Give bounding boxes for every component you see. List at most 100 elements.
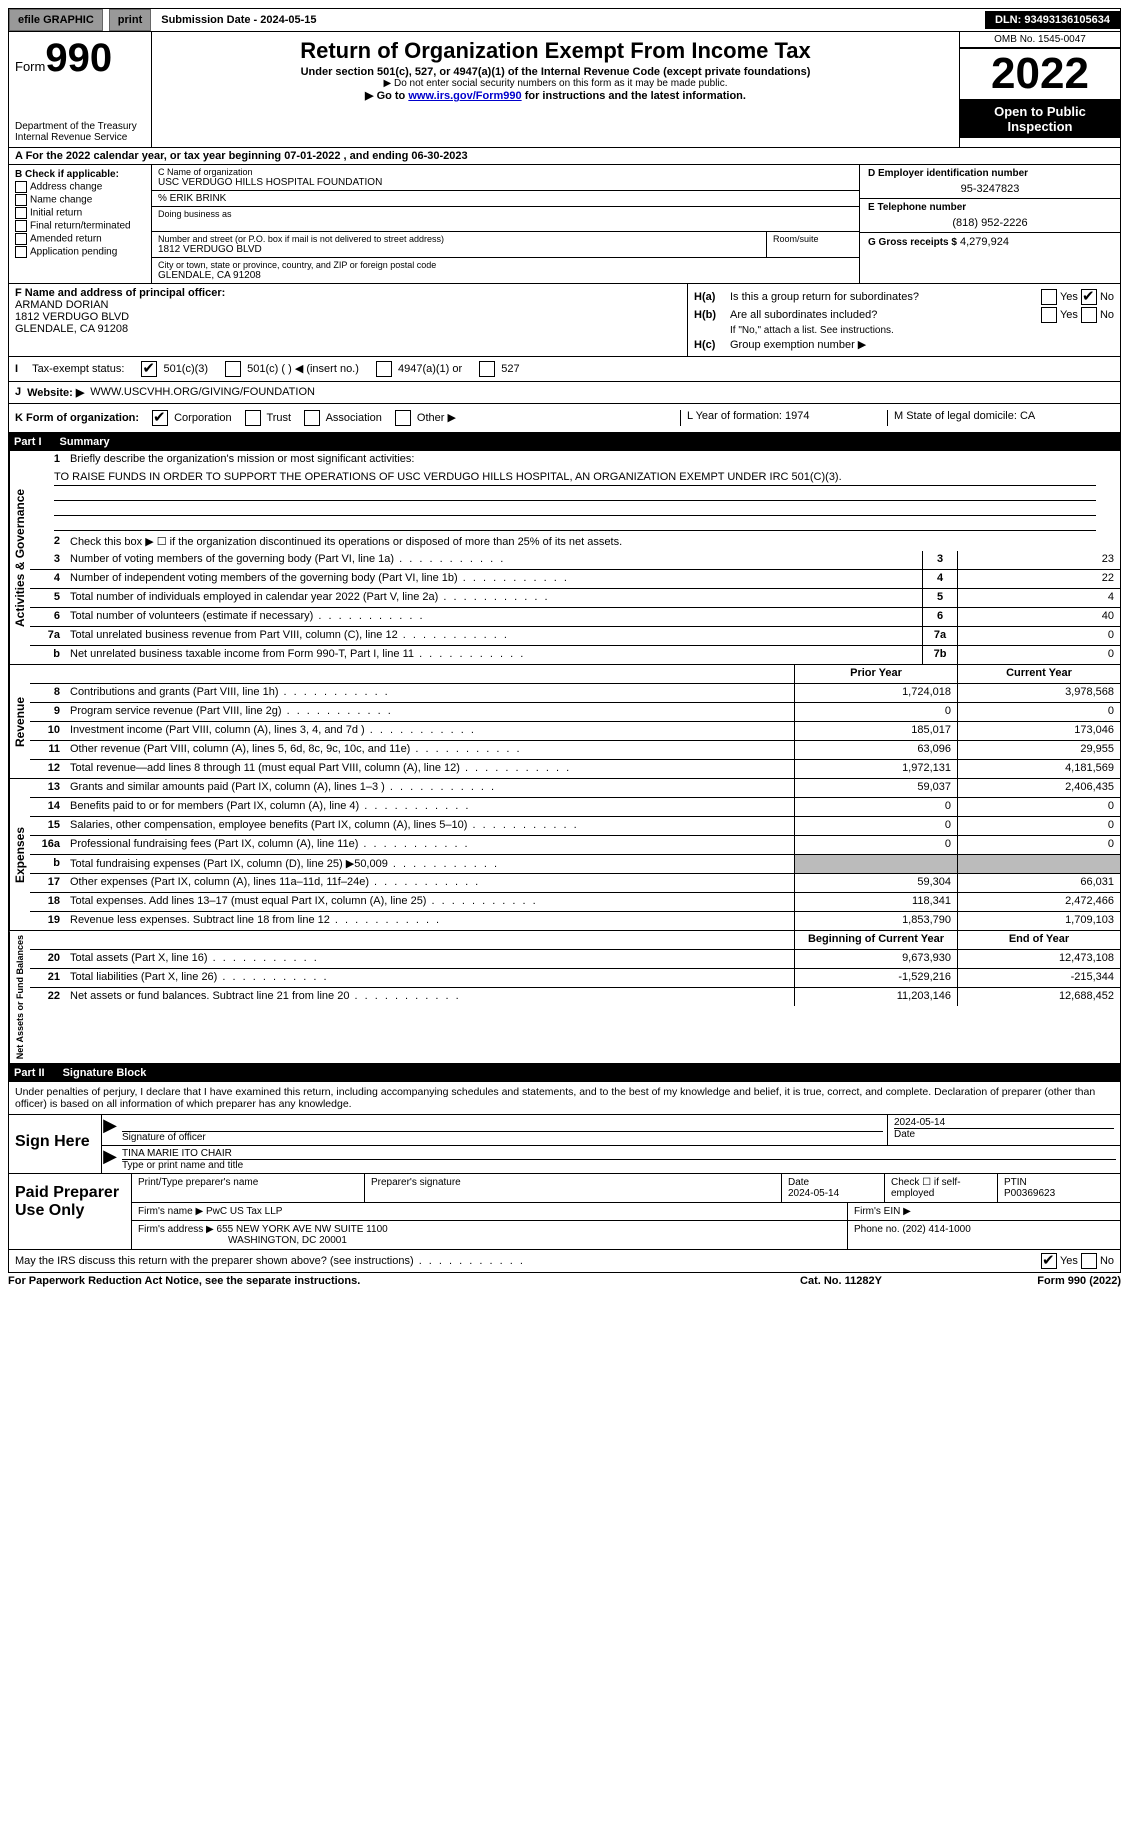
print-button[interactable]: print	[109, 9, 151, 31]
hb-no[interactable]	[1081, 307, 1097, 323]
hdr-beg-year: Beginning of Current Year	[794, 931, 957, 949]
hdr-prior-year: Prior Year	[794, 665, 957, 683]
table-row: bTotal fundraising expenses (Part IX, co…	[30, 855, 1120, 874]
vtab-revenue: Revenue	[9, 665, 30, 778]
chk-app-pending[interactable]: Application pending	[15, 246, 145, 258]
table-row: 12Total revenue—add lines 8 through 11 (…	[30, 760, 1120, 778]
hb-note: If "No," attach a list. See instructions…	[694, 325, 1114, 336]
officer-addr2: GLENDALE, CA 91208	[15, 323, 681, 335]
chk-final-return[interactable]: Final return/terminated	[15, 220, 145, 232]
table-row: 17Other expenses (Part IX, column (A), l…	[30, 874, 1120, 893]
discuss-no[interactable]	[1081, 1253, 1097, 1269]
table-row: 16aProfessional fundraising fees (Part I…	[30, 836, 1120, 855]
hdr-current-year: Current Year	[957, 665, 1120, 683]
chk-name-change[interactable]: Name change	[15, 194, 145, 206]
table-row: 6Total number of volunteers (estimate if…	[30, 608, 1120, 627]
firm-phone: Phone no. (202) 414-1000	[848, 1221, 1120, 1249]
chk-assoc[interactable]	[304, 410, 320, 426]
ha-no[interactable]	[1081, 289, 1097, 305]
ha-yes[interactable]	[1041, 289, 1057, 305]
firm-name-label: Firm's name ▶	[138, 1206, 203, 1217]
irs-link[interactable]: www.irs.gov/Form990	[408, 90, 521, 102]
discuss-yes[interactable]	[1041, 1253, 1057, 1269]
arrow-icon: ▶	[102, 1146, 118, 1173]
firm-addr-value2: WASHINGTON, DC 20001	[138, 1235, 841, 1246]
org-name-label: C Name of organization	[158, 167, 853, 177]
dba-label: Doing business as	[158, 209, 853, 219]
paid-preparer-label: Paid Preparer Use Only	[9, 1174, 132, 1249]
subhead-2: Do not enter social security numbers on …	[158, 78, 953, 89]
chk-4947[interactable]	[376, 361, 392, 377]
form-ref: Form 990 (2022)	[941, 1275, 1121, 1287]
officer-name: ARMAND DORIAN	[15, 299, 681, 311]
firm-addr-label: Firm's address ▶	[138, 1224, 214, 1235]
vtab-expenses: Expenses	[9, 779, 30, 930]
table-row: 14Benefits paid to or for members (Part …	[30, 798, 1120, 817]
prep-name-label: Print/Type preparer's name	[132, 1174, 365, 1202]
form-header: Form990 Department of the Treasury Inter…	[8, 32, 1121, 148]
chk-trust[interactable]	[245, 410, 261, 426]
efile-button[interactable]: efile GRAPHIC	[9, 9, 103, 31]
table-row: 8Contributions and grants (Part VIII, li…	[30, 684, 1120, 703]
table-row: 13Grants and similar amounts paid (Part …	[30, 779, 1120, 798]
dept-treasury: Department of the Treasury	[15, 121, 145, 132]
table-row: 7aTotal unrelated business revenue from …	[30, 627, 1120, 646]
subhead-3: Go to www.irs.gov/Form990 for instructio…	[158, 89, 953, 102]
officer-name-title: TINA MARIE ITO CHAIR	[122, 1148, 1116, 1160]
table-row: 15Salaries, other compensation, employee…	[30, 817, 1120, 836]
sign-here-block: Sign Here ▶ Signature of officer 2024-05…	[8, 1114, 1121, 1174]
sig-officer-label: Signature of officer	[122, 1132, 883, 1143]
discuss-row: May the IRS discuss this return with the…	[8, 1250, 1121, 1273]
chk-501c[interactable]	[225, 361, 241, 377]
sig-date-value: 2024-05-14	[894, 1117, 1114, 1129]
page-footer: For Paperwork Reduction Act Notice, see …	[8, 1273, 1121, 1289]
officer-label: F Name and address of principal officer:	[15, 287, 681, 299]
row-j-label: J	[15, 386, 21, 399]
chk-initial-return[interactable]: Initial return	[15, 207, 145, 219]
website-label: Website: ▶	[27, 386, 84, 399]
street-address: 1812 VERDUGO BLVD	[158, 244, 760, 255]
block-bcd: B Check if applicable: Address change Na…	[8, 165, 1121, 284]
sign-here-label: Sign Here	[9, 1115, 102, 1173]
prep-date-value: 2024-05-14	[788, 1188, 878, 1199]
state-domicile: M State of legal domicile: CA	[887, 410, 1114, 426]
table-row: 11Other revenue (Part VIII, column (A), …	[30, 741, 1120, 760]
dln: DLN: 93493136105634	[985, 11, 1120, 29]
tax-year: 2022	[960, 48, 1120, 100]
chk-other[interactable]	[395, 410, 411, 426]
row-i-label: I	[15, 363, 18, 375]
tax-exempt-row: I Tax-exempt status: 501(c)(3) 501(c) ( …	[8, 357, 1121, 382]
gross-label: G Gross receipts $	[868, 237, 957, 248]
chk-amended[interactable]: Amended return	[15, 233, 145, 245]
self-employed-chk[interactable]: Check ☐ if self-employed	[885, 1174, 998, 1202]
chk-address-change[interactable]: Address change	[15, 181, 145, 193]
hb-yes[interactable]	[1041, 307, 1057, 323]
prep-date-label: Date	[788, 1177, 878, 1188]
hdr-end-year: End of Year	[957, 931, 1120, 949]
vtab-netassets: Net Assets or Fund Balances	[9, 931, 30, 1063]
perjury-declaration: Under penalties of perjury, I declare th…	[8, 1082, 1121, 1114]
table-row: bNet unrelated business taxable income f…	[30, 646, 1120, 664]
open-to-public: Open to Public Inspection	[960, 100, 1120, 138]
city-state-zip: GLENDALE, CA 91208	[158, 270, 853, 281]
omb-number: OMB No. 1545-0047	[960, 32, 1120, 48]
prep-sig-label: Preparer's signature	[365, 1174, 782, 1202]
ein-value: 95-3247823	[868, 183, 1112, 195]
part2-header: Part II Signature Block	[8, 1064, 1121, 1082]
chk-527[interactable]	[479, 361, 495, 377]
org-name: USC VERDUGO HILLS HOSPITAL FOUNDATION	[158, 177, 853, 188]
ptin-value: P00369623	[1004, 1188, 1114, 1199]
city-label: City or town, state or province, country…	[158, 260, 853, 270]
line2-desc: Check this box ▶ ☐ if the organization d…	[66, 533, 1120, 551]
chk-corp[interactable]	[152, 410, 168, 426]
tel-value: (818) 952-2226	[868, 217, 1112, 229]
chk-501c3[interactable]	[141, 361, 157, 377]
website-row: J Website: ▶ WWW.USCVHH.ORG/GIVING/FOUND…	[8, 382, 1121, 404]
table-row: 3Number of voting members of the governi…	[30, 551, 1120, 570]
ein-label: D Employer identification number	[868, 168, 1112, 179]
cat-number: Cat. No. 11282Y	[741, 1275, 941, 1287]
section-a-period: A For the 2022 calendar year, or tax yea…	[8, 148, 1121, 165]
table-row: 9Program service revenue (Part VIII, lin…	[30, 703, 1120, 722]
form-word: Form	[15, 59, 45, 74]
ha-question: Is this a group return for subordinates?	[730, 291, 1038, 303]
